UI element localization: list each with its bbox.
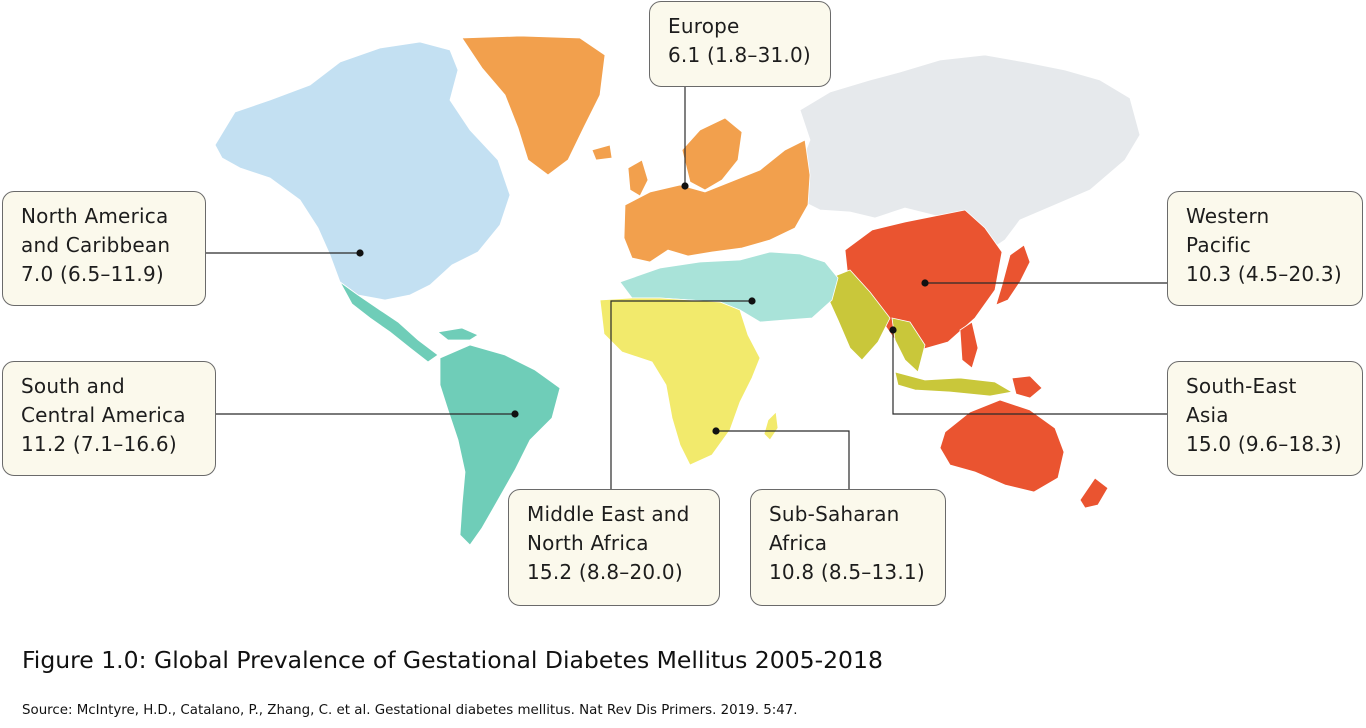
figure-caption-title: Figure 1.0: Global Prevalence of Gestati… xyxy=(22,646,883,674)
marker-south-america xyxy=(511,410,519,418)
region-scandinavia xyxy=(681,117,743,191)
figure-caption-source: Source: McIntyre, H.D., Catalano, P., Zh… xyxy=(22,703,798,718)
label-sea-name-1: South-East xyxy=(1186,374,1297,398)
region-new-zealand xyxy=(1079,477,1109,509)
label-mena-name-2: North Africa xyxy=(527,531,649,555)
marker-western-pacific xyxy=(921,279,929,287)
region-north-america-caribbean xyxy=(214,41,511,301)
region-europe xyxy=(623,139,811,263)
label-sub-saharan-africa: Sub-Saharan Africa 10.8 (8.5–13.1) xyxy=(750,489,946,606)
region-indonesia xyxy=(894,371,1014,397)
leader-south-east-asia xyxy=(892,330,1167,415)
marker-middle-east-north-africa xyxy=(748,297,756,305)
marker-north-america xyxy=(356,249,364,257)
label-sea-value: 15.0 (9.6–18.3) xyxy=(1186,432,1342,456)
region-sub-saharan-africa xyxy=(599,297,761,466)
region-india xyxy=(827,269,891,361)
label-europe: Europe 6.1 (1.8–31.0) xyxy=(649,1,831,87)
region-central-america xyxy=(339,281,439,363)
region-philippines xyxy=(959,321,979,369)
label-north-america: North America and Caribbean 7.0 (6.5–11.… xyxy=(2,191,206,306)
label-north-america-value: 7.0 (6.5–11.9) xyxy=(21,262,164,286)
label-europe-value: 6.1 (1.8–31.0) xyxy=(668,43,811,67)
label-western-pacific-name-2: Pacific xyxy=(1186,233,1251,257)
label-western-pacific-name-1: Western xyxy=(1186,204,1270,228)
label-south-america-name-1: South and xyxy=(21,374,125,398)
region-united-kingdom xyxy=(627,159,649,197)
label-western-pacific: Western Pacific 10.3 (4.5–20.3) xyxy=(1167,191,1363,306)
label-middle-east-north-africa: Middle East and North Africa 15.2 (8.8–2… xyxy=(508,489,720,606)
marker-sub-saharan-africa xyxy=(712,427,720,435)
label-north-america-name-1: North America xyxy=(21,204,169,228)
region-iceland xyxy=(591,144,613,161)
region-japan xyxy=(995,244,1031,306)
region-madagascar xyxy=(763,411,779,441)
region-australia xyxy=(939,399,1065,493)
label-sea-name-2: Asia xyxy=(1186,403,1229,427)
label-mena-value: 15.2 (8.8–20.0) xyxy=(527,560,683,584)
marker-south-east-asia xyxy=(889,326,897,334)
label-ssa-name-2: Africa xyxy=(769,531,828,555)
region-caribbean xyxy=(437,327,479,341)
region-russia-unclassified xyxy=(797,54,1141,251)
label-south-america-value: 11.2 (7.1–16.6) xyxy=(21,432,177,456)
label-south-america: South and Central America 11.2 (7.1–16.6… xyxy=(2,361,216,476)
leader-sub-saharan-africa xyxy=(716,430,850,489)
world-map xyxy=(206,35,1167,546)
region-greenland xyxy=(461,35,606,176)
label-south-east-asia: South-East Asia 15.0 (9.6–18.3) xyxy=(1167,361,1363,476)
label-europe-name: Europe xyxy=(668,14,740,38)
label-western-pacific-value: 10.3 (4.5–20.3) xyxy=(1186,262,1342,286)
label-ssa-name-1: Sub-Saharan xyxy=(769,502,900,526)
region-south-america xyxy=(439,344,561,546)
region-indochina xyxy=(891,317,926,373)
label-mena-name-1: Middle East and xyxy=(527,502,690,526)
region-papua-new-guinea xyxy=(1011,375,1043,399)
leader-middle-east-north-africa xyxy=(610,300,752,489)
label-south-america-name-2: Central America xyxy=(21,403,186,427)
label-ssa-value: 10.8 (8.5–13.1) xyxy=(769,560,925,584)
marker-europe xyxy=(681,182,689,190)
label-north-america-name-2: and Caribbean xyxy=(21,233,171,257)
